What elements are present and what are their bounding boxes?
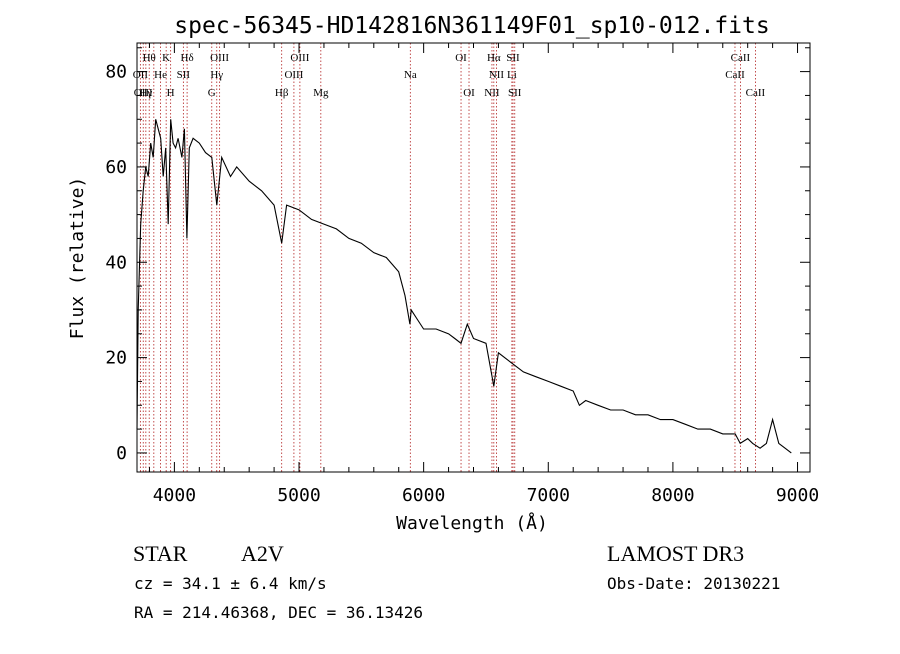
line-marker-label: Hθ — [143, 52, 156, 64]
line-markers — [139, 43, 756, 472]
line-marker-label: OIII — [290, 52, 309, 64]
x-tick-label: 5000 — [277, 485, 320, 506]
line-marker-label: Hδ — [181, 52, 194, 64]
line-marker-label: Na — [404, 69, 417, 81]
line-marker-label: Hγ — [210, 69, 223, 81]
y-tick-label: 80 — [105, 62, 127, 83]
spectrum-line — [136, 119, 792, 454]
line-marker-label: CaII — [731, 52, 751, 64]
line-marker-label: CaII — [725, 69, 745, 81]
line-marker-label: Hα — [487, 52, 501, 64]
line-marker-label: SII — [508, 87, 522, 99]
line-marker-label: SII — [177, 69, 191, 81]
obs-date: Obs-Date: 20130221 — [607, 574, 780, 593]
line-marker-label: OII — [133, 69, 149, 81]
line-marker-label: Hγ — [139, 87, 152, 99]
x-tick-label: 6000 — [402, 485, 445, 506]
y-axis-label: Flux (relative) — [67, 177, 88, 340]
line-marker-label: OIII — [284, 69, 303, 81]
line-marker-label: OIII — [210, 52, 229, 64]
x-tick-label: 4000 — [153, 485, 196, 506]
line-marker-label: SII — [506, 52, 520, 64]
plot-frame — [136, 42, 811, 473]
line-marker-label: H — [167, 87, 175, 99]
y-tick-label: 60 — [105, 157, 127, 178]
object-class: STAR — [133, 541, 188, 566]
line-marker-label: NII — [484, 87, 500, 99]
line-marker-label: OI — [463, 87, 475, 99]
x-axis: 4000 5000 6000 7000 8000 9000 — [148, 43, 819, 506]
x-tick-label: 7000 — [527, 485, 570, 506]
chart-title: spec-56345-HD142816N361149F01_sp10-012.f… — [174, 13, 769, 39]
line-marker-label: K — [162, 52, 170, 64]
line-marker-label: G — [208, 87, 216, 99]
line-marker-label: OIII — [134, 87, 153, 99]
y-axis: 0 20 40 60 80 — [105, 47, 810, 464]
line-marker-label: OI — [455, 52, 467, 64]
line-marker-label: Li — [507, 69, 517, 81]
y-tick-label: 0 — [116, 443, 127, 464]
y-tick-label: 20 — [105, 348, 127, 369]
y-tick-label: 40 — [105, 252, 127, 273]
line-marker-label: He — [154, 69, 167, 81]
x-axis-label: Wavelength (Å) — [396, 512, 548, 534]
line-marker-label: CaII — [746, 87, 766, 99]
coordinates: RA = 214.46368, DEC = 36.13426 — [134, 603, 423, 622]
object-subclass: A2V — [241, 541, 284, 566]
x-tick-label: 8000 — [651, 485, 694, 506]
line-marker-label: NII — [489, 69, 505, 81]
line-marker-label: Hβ — [275, 87, 289, 99]
x-tick-label: 9000 — [776, 485, 819, 506]
redshift-info: cz = 34.1 ± 6.4 km/s — [134, 574, 327, 593]
line-marker-label: Mg — [313, 87, 329, 99]
survey-name: LAMOST DR3 — [607, 541, 744, 566]
